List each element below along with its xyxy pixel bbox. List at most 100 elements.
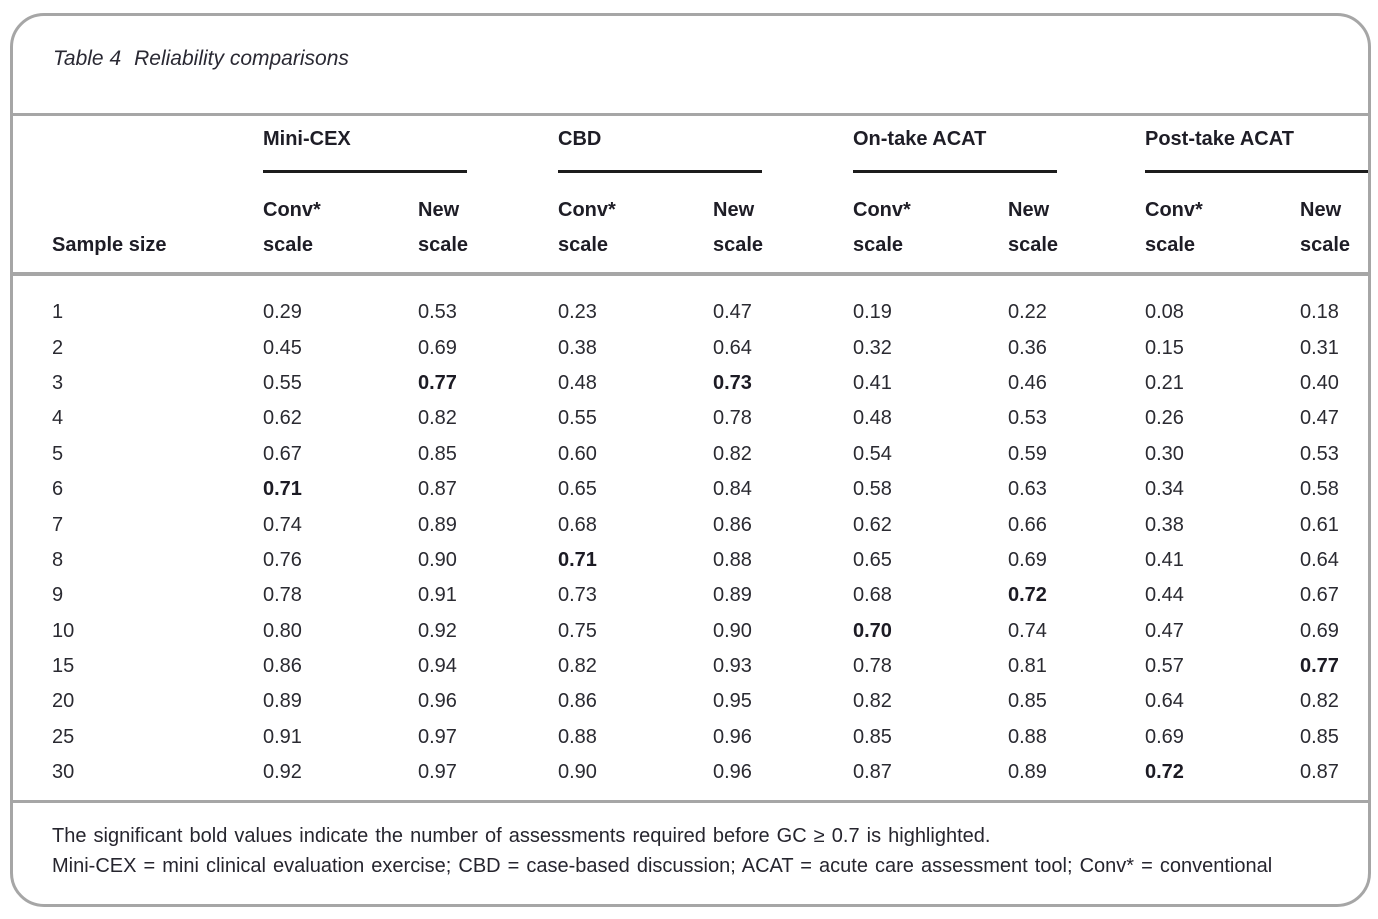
reliability-value: 0.96 [713,725,752,748]
reliability-value: 0.73 [558,584,597,607]
reliability-value: 0.77 [418,371,457,394]
reliability-value: 0.58 [853,478,892,501]
reliability-value: 0.30 [1145,442,1184,465]
reliability-value: 0.72 [1008,584,1047,607]
reliability-value: 0.40 [1300,371,1339,394]
reliability-value: 0.41 [853,371,892,394]
reliability-value: 0.58 [1300,478,1339,501]
reliability-value: 0.64 [1145,690,1184,713]
reliability-value: 0.38 [558,336,597,359]
column-header-conv-scale: scale [263,234,314,256]
reliability-value: 0.86 [713,513,752,536]
reliability-value: 0.53 [1300,442,1339,465]
group-underline [853,170,1057,173]
reliability-value: 0.80 [263,619,302,642]
reliability-value: 0.69 [418,336,457,359]
reliability-value: 0.38 [1145,513,1184,536]
table-row: 20 0.89 0.96 0.86 0.95 0.82 0.85 0.64 0.82 [52,684,1362,719]
sample-size-value: 2 [52,336,64,359]
sample-size-value: 5 [52,442,64,465]
group-name: On-take ACAT [853,128,987,150]
reliability-value: 0.46 [1008,371,1047,394]
column-header-conv: Conv* [1145,199,1203,221]
reliability-value: 0.97 [418,725,457,748]
table-row: 4 0.62 0.82 0.55 0.78 0.48 0.53 0.26 0.47 [52,401,1362,436]
reliability-value: 0.53 [1008,407,1047,430]
column-header-new: New [713,199,755,221]
table-title-text: Reliability comparisons [134,47,349,70]
reliability-value: 0.73 [713,371,752,394]
table-row: 8 0.76 0.90 0.71 0.88 0.65 0.69 0.41 0.64 [52,543,1362,578]
group-name: Mini-CEX [263,128,351,150]
reliability-value: 0.82 [418,407,457,430]
reliability-value: 0.67 [1300,584,1339,607]
reliability-value: 0.34 [1145,478,1184,501]
reliability-value: 0.95 [713,690,752,713]
sample-size-value: 15 [52,655,75,678]
reliability-value: 0.90 [558,761,597,784]
reliability-value: 0.91 [418,584,457,607]
reliability-value: 0.82 [853,690,892,713]
table-row: 9 0.78 0.91 0.73 0.89 0.68 0.72 0.44 0.67 [52,578,1362,613]
reliability-value: 0.29 [263,301,302,324]
reliability-value: 0.78 [263,584,302,607]
reliability-value: 0.78 [853,655,892,678]
table-outer-border [10,13,1371,907]
reliability-value: 0.57 [1145,655,1184,678]
group-name: CBD [558,128,602,150]
reliability-value: 0.72 [1145,761,1184,784]
reliability-value: 0.26 [1145,407,1184,430]
reliability-value: 0.36 [1008,336,1047,359]
reliability-value: 0.53 [418,301,457,324]
reliability-value: 0.54 [853,442,892,465]
reliability-value: 0.22 [1008,301,1047,324]
group-underline [558,170,762,173]
table-body: 1 0.29 0.53 0.23 0.47 0.19 0.22 0.08 0.18 2 0.4… [52,295,1362,790]
reliability-value: 0.41 [1145,548,1184,571]
reliability-value: 0.55 [558,407,597,430]
reliability-value: 0.85 [1300,725,1339,748]
reliability-value: 0.86 [558,690,597,713]
reliability-value: 0.47 [1145,619,1184,642]
reliability-value: 0.69 [1008,548,1047,571]
reliability-value: 0.85 [1008,690,1047,713]
reliability-value: 0.18 [1300,301,1339,324]
reliability-value: 0.87 [853,761,892,784]
reliability-value: 0.96 [713,761,752,784]
column-header-new-scale: scale [1008,234,1059,256]
reliability-value: 0.64 [1300,548,1339,571]
reliability-value: 0.23 [558,301,597,324]
footnote-significance: The significant bold values indicate the… [52,825,991,847]
sample-size-value: 1 [52,301,64,324]
group-underline [1145,170,1368,173]
reliability-value: 0.89 [713,584,752,607]
group-underline [263,170,467,173]
reliability-value: 0.88 [558,725,597,748]
header-divider-line [10,272,1371,276]
reliability-value: 0.32 [853,336,892,359]
reliability-value: 0.91 [263,725,302,748]
reliability-value: 0.78 [713,407,752,430]
reliability-value: 0.81 [1008,655,1047,678]
column-header-conv: Conv* [558,199,616,221]
table-row: 15 0.86 0.94 0.82 0.93 0.78 0.81 0.57 0.77 [52,649,1362,684]
column-header-conv-scale: scale [558,234,609,256]
reliability-value: 0.90 [713,619,752,642]
reliability-value: 0.48 [558,371,597,394]
reliability-value: 0.65 [558,478,597,501]
column-header-new: New [1008,199,1050,221]
sample-size-value: 10 [52,619,75,642]
sample-size-value: 8 [52,548,64,571]
reliability-value: 0.93 [713,655,752,678]
sample-size-column-header: Sample size [52,234,167,256]
reliability-value: 0.15 [1145,336,1184,359]
group-name: Post-take ACAT [1145,128,1294,150]
reliability-value: 0.82 [558,655,597,678]
reliability-value: 0.66 [1008,513,1047,536]
reliability-value: 0.97 [418,761,457,784]
table-row: 5 0.67 0.85 0.60 0.82 0.54 0.59 0.30 0.53 [52,437,1362,472]
reliability-value: 0.69 [1300,619,1339,642]
reliability-value: 0.47 [713,301,752,324]
reliability-value: 0.96 [418,690,457,713]
table-row: 30 0.92 0.97 0.90 0.96 0.87 0.89 0.72 0.87 [52,755,1362,790]
